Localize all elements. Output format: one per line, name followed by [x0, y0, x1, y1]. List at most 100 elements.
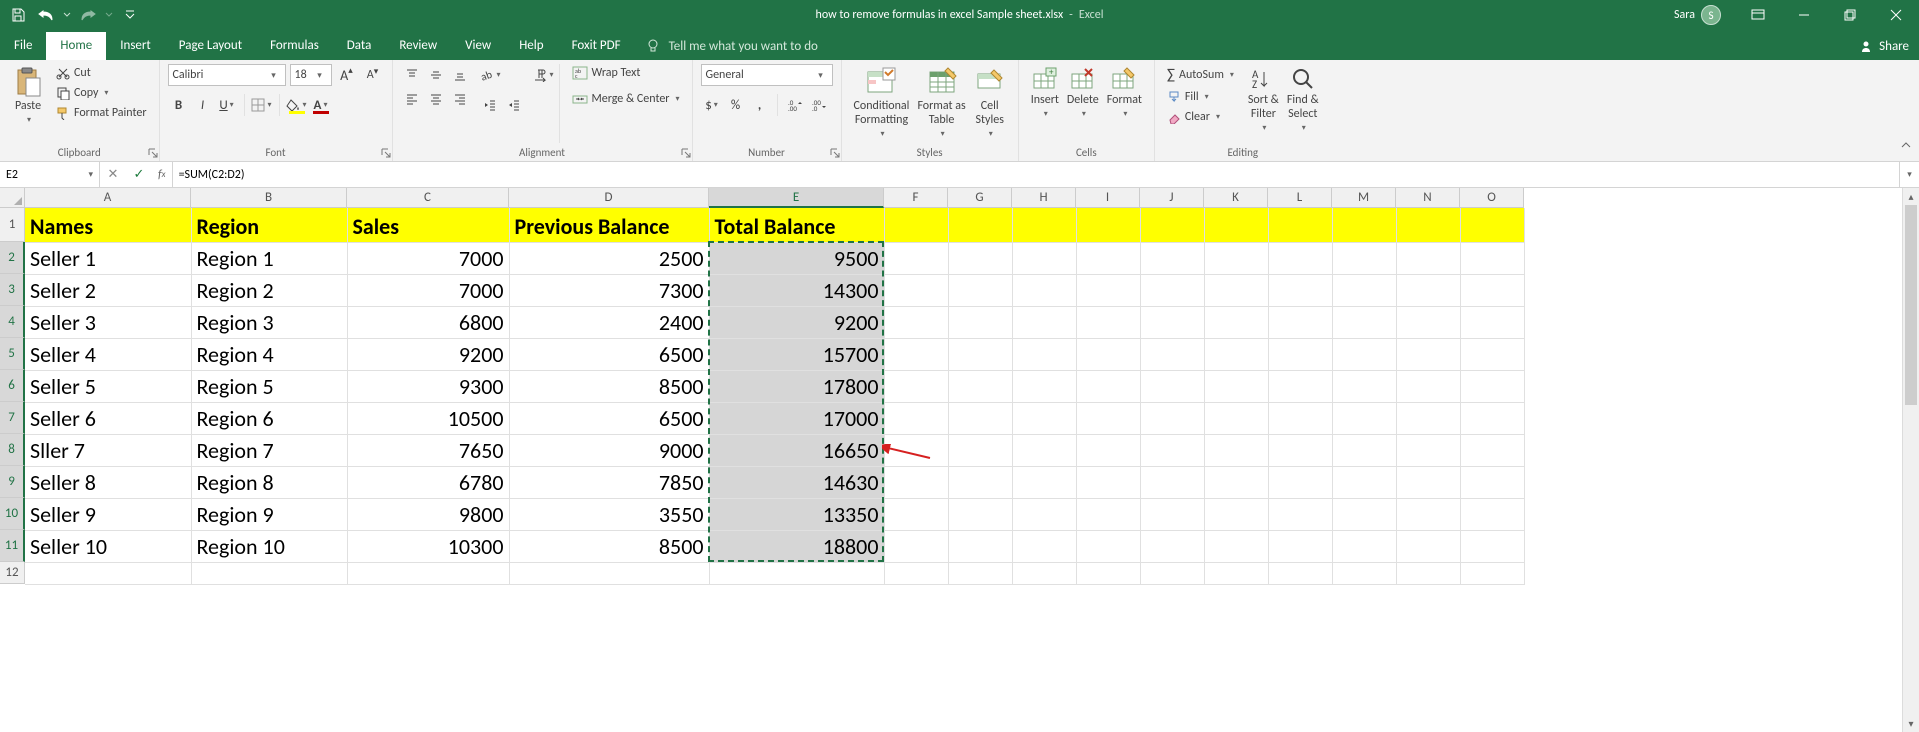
- cell-G5[interactable]: [948, 338, 1012, 370]
- orientation-icon[interactable]: ab▾: [479, 64, 501, 86]
- bold-button[interactable]: B: [168, 94, 190, 116]
- cell-H3[interactable]: [1012, 274, 1076, 306]
- cell-B5[interactable]: Region 4: [191, 338, 347, 370]
- cell-M6[interactable]: [1332, 370, 1396, 402]
- cell-N4[interactable]: [1396, 306, 1460, 338]
- cell-J10[interactable]: [1140, 498, 1204, 530]
- column-header-G[interactable]: G: [948, 188, 1012, 208]
- cell-K8[interactable]: [1204, 434, 1268, 466]
- cell-B4[interactable]: Region 3: [191, 306, 347, 338]
- cell-O10[interactable]: [1460, 498, 1524, 530]
- column-header-E[interactable]: E: [709, 188, 884, 208]
- cell-J3[interactable]: [1140, 274, 1204, 306]
- tab-data[interactable]: Data: [333, 32, 386, 60]
- percent-format-icon[interactable]: %: [725, 94, 747, 116]
- font-size-combo[interactable]: 18▾: [290, 64, 332, 86]
- align-top-icon[interactable]: [401, 64, 423, 86]
- cell-B7[interactable]: Region 6: [191, 402, 347, 434]
- scrollbar-thumb[interactable]: [1905, 205, 1917, 405]
- column-header-I[interactable]: I: [1076, 188, 1140, 208]
- font-name-combo[interactable]: Calibri▾: [168, 64, 286, 86]
- decrease-indent-icon[interactable]: [479, 94, 501, 116]
- cell-F12[interactable]: [884, 562, 948, 584]
- formula-input[interactable]: [179, 168, 1893, 182]
- cell-B1[interactable]: Region: [191, 208, 347, 242]
- cell-D12[interactable]: [509, 562, 709, 584]
- increase-decimal-icon[interactable]: .0.00: [784, 94, 806, 116]
- cell-O1[interactable]: [1460, 208, 1524, 242]
- cell-D8[interactable]: 9000: [509, 434, 709, 466]
- cell-E8[interactable]: 16650: [709, 434, 884, 466]
- cell-G9[interactable]: [948, 466, 1012, 498]
- cell-F4[interactable]: [884, 306, 948, 338]
- user-account[interactable]: Sara S: [1674, 5, 1721, 25]
- cell-A11[interactable]: Seller 10: [25, 530, 191, 562]
- column-header-L[interactable]: L: [1268, 188, 1332, 208]
- cancel-formula-icon[interactable]: ✕: [100, 162, 126, 188]
- cell-H5[interactable]: [1012, 338, 1076, 370]
- cell-K6[interactable]: [1204, 370, 1268, 402]
- fill-button[interactable]: Fill▾: [1163, 88, 1238, 106]
- merge-center-button[interactable]: Merge & Center▾: [568, 90, 684, 108]
- cell-B8[interactable]: Region 7: [191, 434, 347, 466]
- cell-G12[interactable]: [948, 562, 1012, 584]
- cell-M2[interactable]: [1332, 242, 1396, 274]
- cell-J1[interactable]: [1140, 208, 1204, 242]
- align-center-icon[interactable]: [425, 88, 447, 110]
- column-header-A[interactable]: A: [25, 188, 191, 208]
- cell-C7[interactable]: 10500: [347, 402, 509, 434]
- cell-H2[interactable]: [1012, 242, 1076, 274]
- accounting-format-icon[interactable]: $▾: [701, 94, 723, 116]
- row-header-1[interactable]: 1: [0, 208, 25, 242]
- cell-G1[interactable]: [948, 208, 1012, 242]
- row-header-2[interactable]: 2: [0, 242, 25, 274]
- cell-N5[interactable]: [1396, 338, 1460, 370]
- cell-I8[interactable]: [1076, 434, 1140, 466]
- cell-A5[interactable]: Seller 4: [25, 338, 191, 370]
- alignment-dialog-launcher[interactable]: [680, 145, 694, 159]
- row-header-11[interactable]: 11: [0, 530, 25, 562]
- cell-J5[interactable]: [1140, 338, 1204, 370]
- cell-I1[interactable]: [1076, 208, 1140, 242]
- format-painter-button[interactable]: Format Painter: [52, 104, 151, 122]
- cell-F11[interactable]: [884, 530, 948, 562]
- tell-me[interactable]: Tell me what you want to do: [645, 32, 818, 60]
- cell-J7[interactable]: [1140, 402, 1204, 434]
- cell-O11[interactable]: [1460, 530, 1524, 562]
- sort-filter-button[interactable]: AZSort & Filter▾: [1244, 64, 1283, 135]
- select-all-corner[interactable]: [0, 188, 25, 208]
- tab-formulas[interactable]: Formulas: [256, 32, 333, 60]
- cell-G2[interactable]: [948, 242, 1012, 274]
- cell-E12[interactable]: [709, 562, 884, 584]
- fill-color-button[interactable]: ▾: [286, 94, 308, 116]
- cell-D7[interactable]: 6500: [509, 402, 709, 434]
- wrap-text-button[interactable]: abcWrap Text: [568, 64, 684, 82]
- cell-K12[interactable]: [1204, 562, 1268, 584]
- cell-C3[interactable]: 7000: [347, 274, 509, 306]
- ltr-icon[interactable]: ▾: [533, 64, 555, 86]
- cell-N10[interactable]: [1396, 498, 1460, 530]
- cell-O3[interactable]: [1460, 274, 1524, 306]
- cell-H1[interactable]: [1012, 208, 1076, 242]
- cell-A8[interactable]: Sller 7: [25, 434, 191, 466]
- ribbon-display-options-icon[interactable]: [1735, 0, 1781, 30]
- cell-J6[interactable]: [1140, 370, 1204, 402]
- cell-I6[interactable]: [1076, 370, 1140, 402]
- cell-D5[interactable]: 6500: [509, 338, 709, 370]
- cell-D1[interactable]: Previous Balance: [509, 208, 709, 242]
- cell-H7[interactable]: [1012, 402, 1076, 434]
- font-color-button[interactable]: A▾: [310, 94, 332, 116]
- cell-I9[interactable]: [1076, 466, 1140, 498]
- row-header-3[interactable]: 3: [0, 274, 25, 306]
- cell-styles-button[interactable]: Cell Styles▾: [970, 64, 1010, 141]
- cell-L2[interactable]: [1268, 242, 1332, 274]
- cell-I5[interactable]: [1076, 338, 1140, 370]
- cell-E3[interactable]: 14300: [709, 274, 884, 306]
- cell-I7[interactable]: [1076, 402, 1140, 434]
- decrease-decimal-icon[interactable]: .00.0: [808, 94, 830, 116]
- borders-button[interactable]: ▾: [251, 94, 273, 116]
- cell-B2[interactable]: Region 1: [191, 242, 347, 274]
- align-bottom-icon[interactable]: [449, 64, 471, 86]
- cell-K5[interactable]: [1204, 338, 1268, 370]
- column-header-O[interactable]: O: [1460, 188, 1524, 208]
